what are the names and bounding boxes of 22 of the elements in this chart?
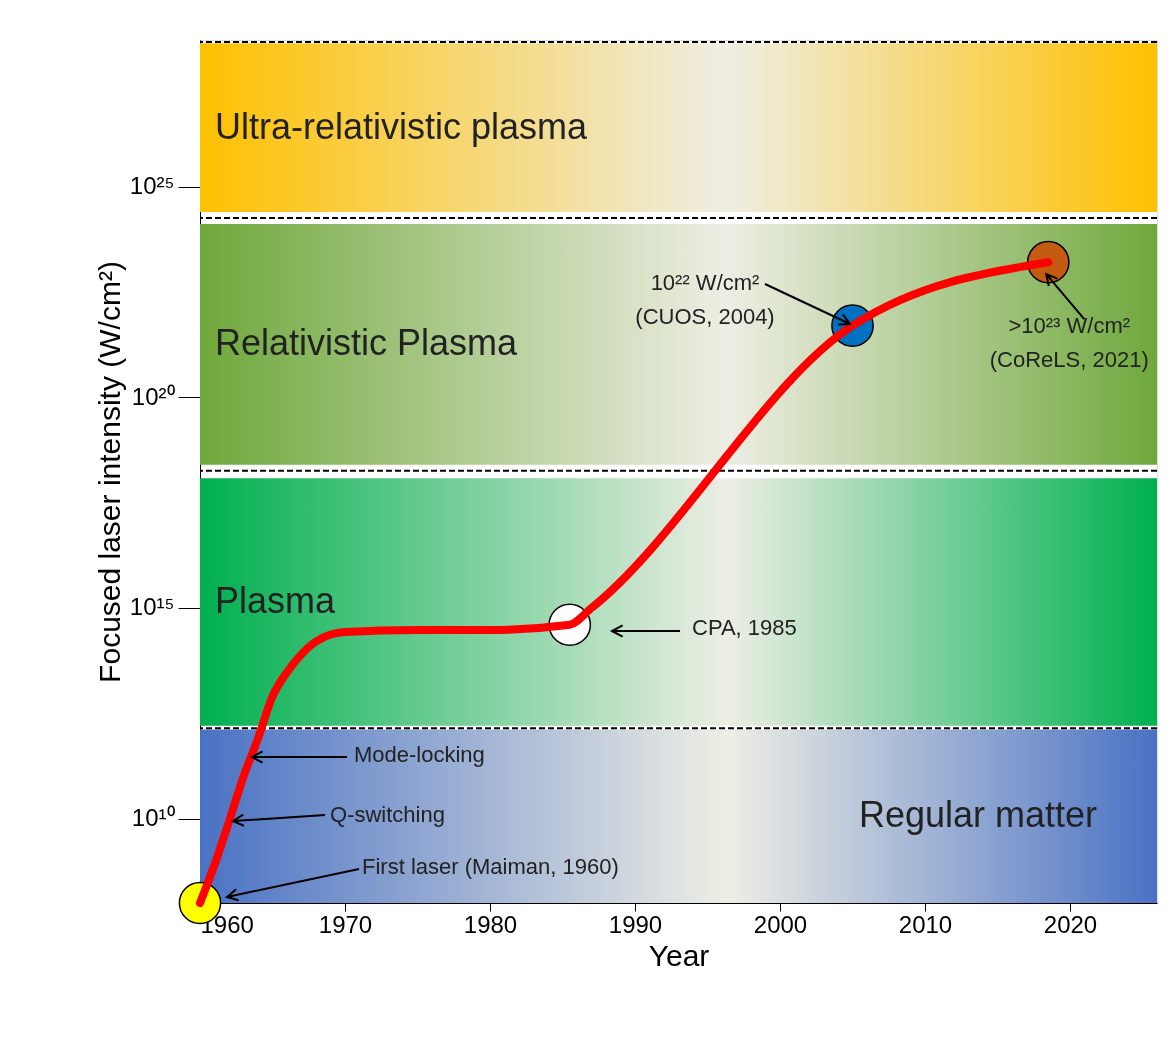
annotation: Mode-locking: [354, 742, 485, 767]
band-label: Regular matter: [858, 794, 1097, 836]
x-tick-label: 1970: [318, 910, 373, 938]
x-axis-title: Year: [648, 938, 710, 972]
y-axis-title: Focused laser intensity (W/cm²): [92, 261, 126, 683]
y-tick-label: 10¹⁰: [131, 804, 175, 832]
annotation: First laser (Maiman, 1960): [362, 854, 619, 879]
annotation: CPA, 1985: [692, 615, 797, 640]
annotation: 10²² W/cm² (CUOS, 2004): [635, 270, 775, 329]
band-label: Ultra-relativistic plasma: [215, 105, 589, 147]
band-label: Relativistic Plasma: [215, 322, 519, 364]
x-tick-label: 2010: [898, 910, 953, 938]
annotation: >10²³ W/cm² (CoReLS, 2021): [989, 313, 1149, 373]
annotation: Q-switching: [330, 802, 445, 827]
x-tick-label: 2000: [753, 910, 808, 938]
band-label: Plasma: [215, 580, 337, 622]
x-tick-label: 1980: [463, 910, 518, 938]
y-tick-label: 10²⁵: [129, 172, 175, 200]
x-tick-label: 2020: [1043, 910, 1098, 938]
x-tick-label: 1990: [608, 910, 663, 938]
y-tick-label: 10²⁰: [131, 382, 175, 410]
y-tick-label: 10¹⁵: [129, 593, 175, 621]
